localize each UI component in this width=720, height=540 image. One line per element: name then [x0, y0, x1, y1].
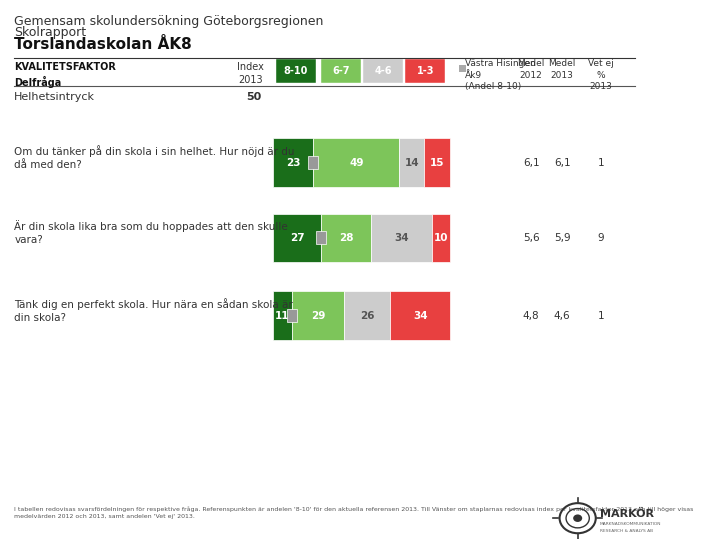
Text: 6,1: 6,1: [523, 158, 539, 167]
FancyBboxPatch shape: [400, 138, 424, 187]
Text: MARKÖR: MARKÖR: [600, 509, 654, 519]
FancyBboxPatch shape: [292, 292, 344, 340]
Text: 4,8: 4,8: [523, 310, 539, 321]
FancyBboxPatch shape: [287, 309, 297, 322]
Text: 1-3: 1-3: [416, 66, 434, 76]
Text: 1: 1: [598, 310, 604, 321]
Text: 26: 26: [360, 310, 374, 321]
Text: 11: 11: [275, 310, 289, 321]
Text: Är din skola lika bra som du hoppades att den skulle
vara?: Är din skola lika bra som du hoppades at…: [14, 220, 288, 245]
Text: Medel
2013: Medel 2013: [549, 59, 576, 79]
Text: 27: 27: [289, 233, 305, 243]
Text: 50: 50: [246, 92, 261, 102]
FancyBboxPatch shape: [316, 231, 326, 244]
FancyBboxPatch shape: [276, 59, 316, 83]
Text: KVALITETSFAKTOR
Delfråga: KVALITETSFAKTOR Delfråga: [14, 62, 116, 87]
Text: 9: 9: [598, 233, 604, 243]
FancyBboxPatch shape: [321, 214, 372, 262]
Text: 10: 10: [434, 233, 449, 243]
FancyBboxPatch shape: [321, 59, 361, 83]
FancyBboxPatch shape: [363, 59, 403, 83]
Text: Vet ej
%
2013: Vet ej % 2013: [588, 59, 614, 91]
Text: Medel
2012: Medel 2012: [518, 59, 545, 79]
Text: MARKNADSKOMMUNIKATION: MARKNADSKOMMUNIKATION: [600, 523, 661, 526]
Text: 23: 23: [286, 158, 300, 167]
FancyBboxPatch shape: [313, 138, 400, 187]
FancyBboxPatch shape: [308, 156, 318, 169]
Text: Gemensam skolundersökning Göteborgsregionen: Gemensam skolundersökning Göteborgsregio…: [14, 15, 324, 28]
Text: 4,6: 4,6: [554, 310, 570, 321]
Text: 34: 34: [413, 310, 428, 321]
Text: Skolrapport: Skolrapport: [14, 25, 86, 38]
Text: Tänk dig en perfekt skola. Hur nära en sådan skola är
din skola?: Tänk dig en perfekt skola. Hur nära en s…: [14, 298, 293, 323]
FancyBboxPatch shape: [390, 292, 451, 340]
Text: I tabellen redovisas svarsfördelningen för respektive fråga. Referenspunkten är : I tabellen redovisas svarsfördelningen f…: [14, 507, 693, 518]
FancyBboxPatch shape: [405, 59, 445, 83]
FancyBboxPatch shape: [433, 214, 451, 262]
Text: 15: 15: [430, 158, 444, 167]
FancyBboxPatch shape: [273, 214, 321, 262]
Text: Västra Hisingen
Åk9
(Andel 8-10): Västra Hisingen Åk9 (Andel 8-10): [465, 59, 536, 91]
FancyBboxPatch shape: [459, 65, 466, 72]
Text: 1: 1: [598, 158, 604, 167]
Text: 29: 29: [311, 310, 325, 321]
Text: 14: 14: [405, 158, 419, 167]
Text: 5,9: 5,9: [554, 233, 570, 243]
Text: 49: 49: [349, 158, 364, 167]
Text: 28: 28: [339, 233, 354, 243]
Text: 6,1: 6,1: [554, 158, 570, 167]
Text: RESEARCH & ANALYS AB: RESEARCH & ANALYS AB: [600, 529, 653, 533]
Text: 4-6: 4-6: [374, 66, 392, 76]
Text: 34: 34: [395, 233, 409, 243]
Text: 5,6: 5,6: [523, 233, 539, 243]
Text: Om du tänker på din skola i sin helhet. Hur nöjd är du
då med den?: Om du tänker på din skola i sin helhet. …: [14, 145, 294, 170]
FancyBboxPatch shape: [424, 138, 451, 187]
Text: 6-7: 6-7: [333, 66, 350, 76]
FancyBboxPatch shape: [273, 292, 292, 340]
FancyBboxPatch shape: [273, 138, 313, 187]
Text: Torslandaskolan ÅK8: Torslandaskolan ÅK8: [14, 37, 192, 52]
Text: 8-10: 8-10: [284, 66, 308, 76]
FancyBboxPatch shape: [372, 214, 433, 262]
Circle shape: [573, 515, 582, 522]
Text: Helhetsintryck: Helhetsintryck: [14, 92, 95, 102]
FancyBboxPatch shape: [344, 292, 390, 340]
Text: Index
2013: Index 2013: [237, 62, 264, 85]
